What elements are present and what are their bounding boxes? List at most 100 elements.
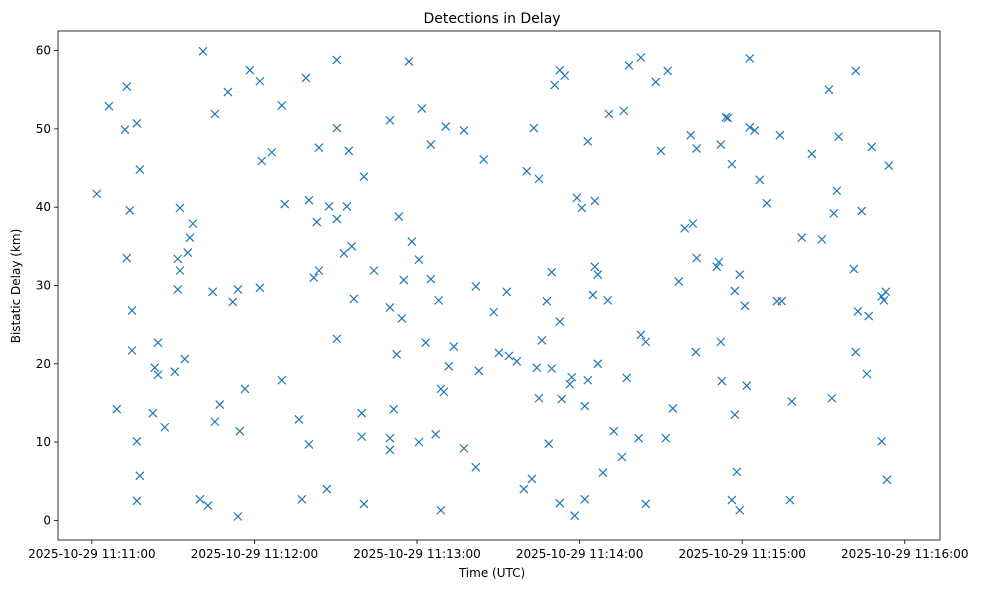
x-axis-label: Time (UTC) <box>458 566 525 580</box>
data-point-marker <box>617 452 627 462</box>
data-point-marker <box>636 53 646 63</box>
data-point-marker <box>512 357 522 366</box>
data-point-marker <box>215 400 225 409</box>
data-point-marker <box>881 287 891 297</box>
data-point-marker <box>125 205 135 215</box>
data-point-marker <box>417 104 427 113</box>
data-point-marker <box>787 396 797 406</box>
data-point-marker <box>692 144 702 153</box>
data-point-marker <box>173 284 183 294</box>
data-point-marker <box>522 166 532 176</box>
data-point-marker <box>851 347 861 357</box>
data-point-marker <box>716 337 726 347</box>
data-point-marker <box>745 122 755 132</box>
data-point-marker <box>357 408 367 418</box>
data-point-marker <box>864 311 874 321</box>
data-point-marker <box>183 248 193 258</box>
data-point-marker <box>359 172 369 182</box>
data-point-marker <box>342 201 352 211</box>
data-point-marker <box>661 433 671 443</box>
data-point-marker <box>877 436 887 446</box>
data-point-marker <box>127 346 137 355</box>
data-point-marker <box>853 306 863 316</box>
data-point-marker <box>593 270 603 279</box>
data-point-marker <box>577 203 587 213</box>
data-point-marker <box>135 471 145 481</box>
data-point-marker <box>857 206 867 216</box>
data-point-marker <box>527 474 537 484</box>
data-point-marker <box>834 132 844 142</box>
data-point-marker <box>735 270 745 279</box>
data-point-marker <box>304 440 314 449</box>
data-point-marker <box>301 73 311 83</box>
data-point-marker <box>879 295 889 305</box>
data-point-marker <box>198 46 208 56</box>
data-point-marker <box>740 301 750 311</box>
data-point-marker <box>494 348 504 358</box>
data-point-marker <box>414 255 424 265</box>
data-point-marker <box>132 496 142 506</box>
data-point-marker <box>849 264 859 274</box>
y-tick-label: 20 <box>36 357 51 371</box>
data-point-marker <box>862 369 872 379</box>
data-point-marker <box>674 277 684 287</box>
data-point-marker <box>294 414 304 424</box>
x-tick-label: 2025-10-29 11:16:00 <box>841 547 968 561</box>
plot-area <box>57 30 941 541</box>
data-point-marker <box>173 254 183 264</box>
data-point-marker <box>692 253 702 263</box>
data-point-marker <box>735 505 745 515</box>
data-point-marker <box>537 335 547 345</box>
data-point-marker <box>727 495 737 505</box>
data-point-marker <box>421 338 431 348</box>
data-point-marker <box>882 475 892 485</box>
data-point-marker <box>489 307 499 317</box>
x-tick-label: 2025-10-29 11:13:00 <box>353 547 480 561</box>
data-point-marker <box>471 462 481 472</box>
data-point-marker <box>547 267 557 277</box>
data-point-marker <box>277 100 287 110</box>
data-point-marker <box>339 248 349 258</box>
data-point-marker <box>120 125 130 135</box>
data-point-marker <box>160 422 170 432</box>
data-point-marker <box>122 253 132 263</box>
data-point-marker <box>721 112 731 122</box>
data-point-marker <box>324 201 334 211</box>
data-points <box>92 46 894 521</box>
data-point-marker <box>641 337 651 347</box>
data-point-marker <box>112 404 122 414</box>
data-point-marker <box>603 295 613 305</box>
data-point-marker <box>565 379 575 389</box>
data-point-marker <box>277 375 287 385</box>
data-point-marker <box>148 408 158 418</box>
data-point-marker <box>153 370 163 380</box>
data-point-marker <box>180 354 190 364</box>
data-point-marker <box>385 115 395 125</box>
data-point-marker <box>188 219 198 229</box>
x-axis: 2025-10-29 11:11:00 2025-10-29 11:12:00 20… <box>28 540 969 561</box>
data-point-marker <box>557 394 567 404</box>
data-point-marker <box>775 130 785 140</box>
data-point-marker <box>580 401 590 411</box>
data-point-marker <box>691 347 701 357</box>
data-point-marker <box>742 381 752 391</box>
y-tick-label: 60 <box>36 44 51 58</box>
data-point-marker <box>745 53 755 63</box>
data-point-marker <box>567 372 577 382</box>
y-tick-label: 50 <box>36 122 51 136</box>
data-point-marker <box>555 498 565 508</box>
data-point-marker <box>622 373 632 383</box>
data-point-marker <box>240 384 250 394</box>
data-point-marker <box>385 303 395 312</box>
data-point-marker <box>332 214 342 224</box>
data-point-marker <box>347 241 357 251</box>
data-point-marker <box>867 142 877 152</box>
data-point-marker <box>750 126 760 135</box>
data-point-marker <box>233 512 243 521</box>
data-point-marker <box>583 375 593 385</box>
y-axis-label: Bistatic Delay (km) <box>9 229 23 344</box>
data-point-marker <box>641 499 651 509</box>
data-point-marker <box>542 296 552 306</box>
data-point-marker <box>394 212 404 222</box>
data-point-marker <box>255 283 265 293</box>
